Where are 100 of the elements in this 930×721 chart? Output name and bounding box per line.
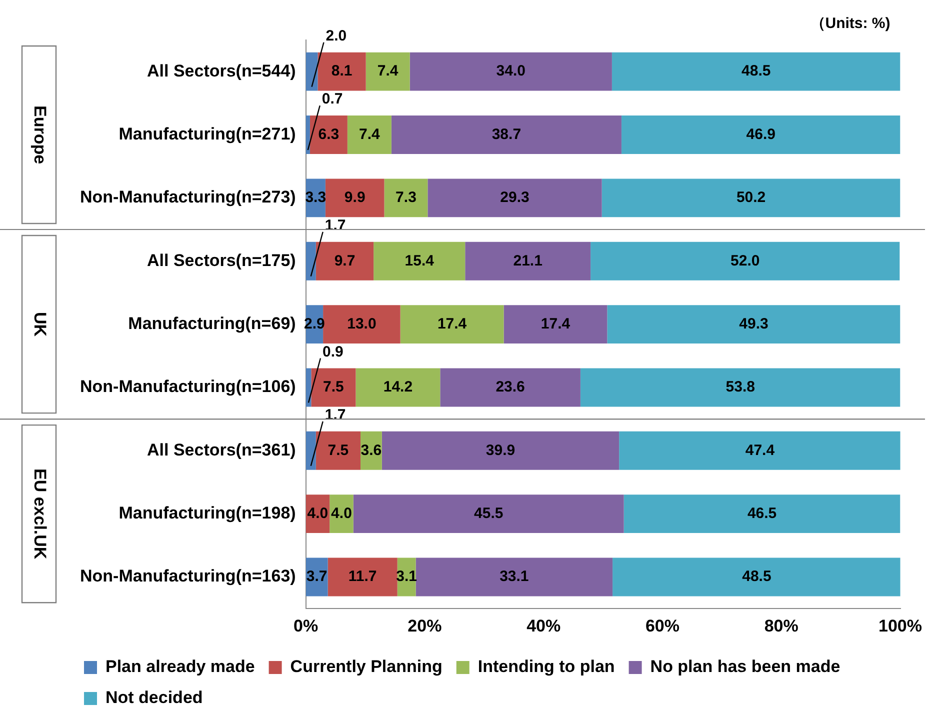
- bar: [624, 494, 900, 534]
- text: Europe: [30, 105, 50, 164]
- bar: [410, 52, 612, 91]
- bar: [318, 52, 366, 91]
- bar: [306, 242, 316, 280]
- data-label: 7.5: [328, 442, 349, 459]
- data-label: 34.0: [496, 62, 526, 80]
- data-label: 7.5: [323, 378, 344, 396]
- bar: [347, 116, 392, 154]
- data-label: 13.0: [347, 315, 376, 332]
- bar: [400, 305, 504, 344]
- data-label: 11.7: [348, 568, 377, 586]
- data-label: 53.8: [726, 378, 755, 396]
- bar: [382, 431, 620, 470]
- data-label: 48.5: [742, 568, 772, 586]
- data-label: 7.3: [396, 189, 416, 206]
- y-tick-label: Non-Manufacturing(n=273): [80, 188, 296, 207]
- bar: [428, 178, 602, 218]
- data-label: 29.3: [500, 189, 530, 206]
- legend-label: No plan has been made: [650, 657, 840, 676]
- bar: [316, 242, 374, 280]
- bar: [384, 178, 428, 218]
- bar: [619, 431, 900, 470]
- bar: [325, 178, 384, 218]
- data-label: 33.1: [500, 568, 529, 586]
- data-label: 17.4: [540, 315, 571, 332]
- data-label: 4.0: [307, 504, 328, 522]
- data-label: 14.2: [383, 378, 413, 396]
- bar: [328, 558, 398, 596]
- bar: [353, 494, 624, 534]
- bar: [366, 52, 410, 91]
- bar: [311, 368, 356, 407]
- data-label: 9.7: [334, 252, 356, 270]
- bar: [391, 116, 622, 154]
- y-tick-label: All Sectors(n=544): [147, 61, 296, 80]
- text: EU excl.UK: [30, 468, 50, 560]
- data-label: 15.4: [404, 252, 435, 270]
- bar: [602, 178, 900, 218]
- bar: [374, 242, 466, 280]
- bar: [612, 558, 900, 596]
- y-tick-label: Non-Manufacturing(n=163): [80, 566, 296, 586]
- data-label: 47.4: [745, 442, 776, 459]
- x-tick-label: 40%: [526, 616, 561, 636]
- data-label: 3.3: [305, 189, 326, 206]
- legend-label: Plan already made: [106, 657, 255, 676]
- x-tick-label: 20%: [408, 616, 442, 636]
- legend-label: Not decided: [106, 688, 203, 708]
- y-tick-label: All Sectors(n=175): [147, 250, 296, 270]
- y-tick-label: Manufacturing(n=69): [128, 314, 296, 333]
- data-label: 4.0: [331, 504, 352, 522]
- x-tick-label: 80%: [764, 616, 798, 636]
- bar: [612, 52, 900, 91]
- data-label: 6.3: [318, 126, 340, 143]
- data-label: 3.6: [360, 442, 382, 459]
- bar: [323, 305, 400, 344]
- bar: [590, 242, 900, 280]
- data-label: 21.1: [513, 252, 542, 270]
- x-tick-label: 100%: [878, 616, 922, 636]
- data-label: 23.6: [496, 378, 525, 396]
- bar: [306, 52, 318, 91]
- bar: [306, 431, 316, 470]
- data-label: 9.9: [344, 189, 366, 206]
- y-tick-label: Manufacturing(n=198): [118, 504, 296, 523]
- x-tick-label: 0%: [294, 616, 318, 636]
- data-label: 49.3: [739, 315, 768, 332]
- data-label: 3.7: [306, 568, 328, 586]
- data-label: 46.9: [746, 126, 776, 143]
- data-label: 0.9: [322, 343, 344, 360]
- legend-label: Currently Planning: [290, 657, 442, 676]
- data-label: 48.5: [742, 62, 771, 80]
- text: UK: [30, 312, 50, 338]
- data-label: 7.4: [358, 126, 380, 143]
- data-label: 0.7: [322, 90, 343, 108]
- bar: [306, 116, 310, 154]
- bar: [310, 116, 348, 154]
- y-tick-label: Non-Manufacturing(n=106): [80, 377, 296, 396]
- bar: [607, 305, 900, 344]
- data-label: 17.4: [437, 315, 468, 332]
- x-tick-label: 60%: [645, 616, 680, 636]
- bar: [504, 305, 608, 344]
- bar: [316, 431, 360, 470]
- data-label: 2.0: [326, 28, 347, 45]
- data-label: 52.0: [730, 252, 760, 270]
- data-label: 50.2: [736, 189, 766, 206]
- bar: [621, 116, 900, 154]
- y-tick-label: Manufacturing(n=271): [118, 124, 296, 144]
- bar: [356, 368, 440, 407]
- legend-label: Intending to plan: [478, 657, 615, 676]
- bar: [416, 558, 613, 596]
- y-tick-label: All Sectors(n=361): [147, 440, 296, 460]
- bar: [440, 368, 580, 407]
- data-label: 45.5: [474, 504, 504, 522]
- data-label: 39.9: [486, 442, 516, 459]
- data-label: 46.5: [747, 504, 777, 522]
- bar: [465, 242, 591, 280]
- data-label: 7.4: [377, 62, 399, 80]
- data-label: 38.7: [492, 126, 522, 143]
- text: （Units: %): [810, 15, 890, 32]
- bar: [580, 368, 900, 407]
- data-label: 8.1: [331, 62, 352, 80]
